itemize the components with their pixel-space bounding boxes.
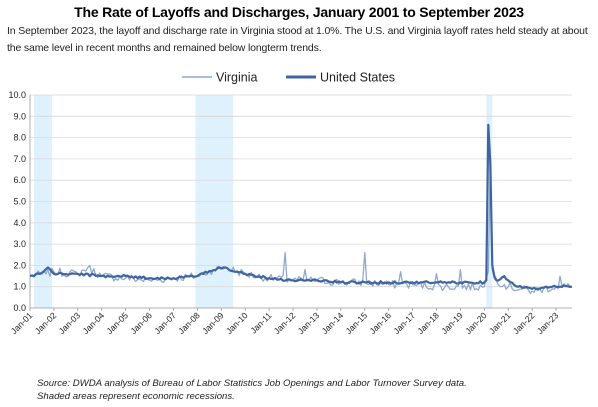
- y-tick-label: 4.0: [13, 218, 26, 228]
- x-tick-label: Jan-12: [272, 310, 298, 336]
- series-lines: [29, 123, 573, 295]
- y-tick-label: 0.0: [13, 303, 26, 313]
- recession-note: Shaded areas represent economic recessio…: [37, 391, 235, 402]
- y-tick-label: 2.0: [13, 260, 26, 270]
- x-tick-label: Jan-17: [391, 310, 417, 336]
- y-tick-label: 7.0: [13, 154, 26, 164]
- chart-title: The Rate of Layoffs and Discharges, Janu…: [74, 4, 524, 20]
- y-tick-label: 3.0: [13, 239, 26, 249]
- y-tick-label: 1.0: [13, 282, 26, 292]
- legend-label-us: United States: [320, 71, 395, 85]
- x-tick-label: Jan-13: [296, 310, 322, 336]
- x-tick-label: Jan-02: [33, 310, 59, 336]
- y-tick-label: 9.0: [13, 111, 26, 121]
- legend-label-va: Virginia: [216, 71, 258, 85]
- x-tick-label: Jan-04: [80, 310, 106, 336]
- series-line-us: [29, 123, 573, 291]
- chart-subtitle: In September 2023, the layoff and discha…: [7, 25, 588, 54]
- x-tick-label: Jan-08: [176, 310, 202, 336]
- x-tick-label: Jan-09: [200, 310, 226, 336]
- x-tick-label: Jan-01: [9, 310, 35, 336]
- y-tick-label: 10.0: [8, 90, 26, 100]
- x-tick-label: Jan-14: [320, 310, 346, 336]
- x-tick-label: Jan-10: [224, 310, 250, 336]
- x-tick-label: Jan-07: [152, 310, 178, 336]
- x-tick-label: Jan-22: [511, 310, 537, 336]
- x-tick-label: Jan-16: [367, 310, 393, 336]
- x-tick-label: Jan-03: [57, 310, 83, 336]
- y-tick-label: 6.0: [13, 175, 26, 185]
- gridlines: [30, 94, 572, 288]
- y-tick-label: 5.0: [13, 197, 26, 207]
- x-tick-label: Jan-21: [487, 310, 513, 336]
- x-tick-label: Jan-23: [535, 310, 561, 336]
- source-line: Source: DWDA analysis of Bureau of Labor…: [37, 378, 467, 389]
- axes: [29, 95, 572, 309]
- legend: Virginia United States: [182, 71, 395, 85]
- x-tick-label: Jan-06: [128, 310, 154, 336]
- x-tick-labels: Jan-01Jan-02Jan-03Jan-04Jan-05Jan-06Jan-…: [9, 308, 561, 336]
- x-tick-label: Jan-05: [104, 310, 130, 336]
- chart-source-note: Source: DWDA analysis of Bureau of Labor…: [37, 377, 467, 403]
- x-tick-label: Jan-18: [415, 310, 441, 336]
- x-tick-label: Jan-15: [344, 310, 370, 336]
- x-tick-label: Jan-19: [439, 310, 465, 336]
- x-tick-label: Jan-11: [248, 310, 273, 335]
- y-tick-label: 8.0: [13, 133, 26, 143]
- y-tick-labels: 0.0 1.0 2.0 3.0 4.0 5.0 6.0 7.0 8.0 9.0 10.0: [8, 90, 26, 313]
- x-tick-label: Jan-20: [463, 310, 489, 336]
